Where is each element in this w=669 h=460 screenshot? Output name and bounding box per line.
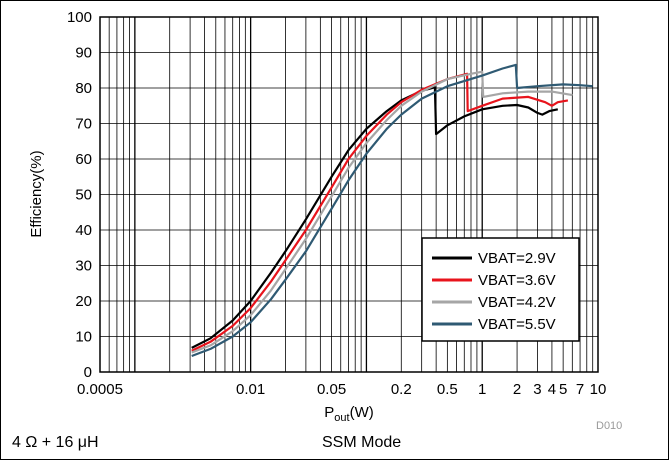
- y-tick-label: 0: [84, 364, 92, 381]
- x-tick-label: 3: [533, 381, 541, 398]
- legend-label: VBAT=3.6V: [478, 272, 556, 289]
- series-line-vbat-3-6v: [191, 72, 569, 352]
- legend: VBAT=2.9V VBAT=3.6V VBAT=4.2V VBAT=5.5V: [421, 237, 580, 342]
- y-tick-label: 70: [75, 116, 92, 133]
- x-tick-label: 10: [590, 381, 607, 398]
- series-lines: [191, 63, 593, 358]
- y-tick-label: 40: [75, 222, 92, 239]
- figure-id: D010: [596, 420, 622, 432]
- y-tick-labels: 0 10 20 30 40 50 60 70 80 90 100: [67, 9, 92, 381]
- y-tick-label: 90: [75, 45, 92, 62]
- y-tick-label: 60: [75, 151, 92, 168]
- y-tick-label: 20: [75, 293, 92, 310]
- x-tick-label: 0.5: [437, 381, 458, 398]
- legend-label: VBAT=5.5V: [478, 316, 556, 333]
- x-tick-label: 5: [559, 381, 567, 398]
- x-tick-label: 7: [576, 381, 584, 398]
- y-tick-label: 50: [75, 187, 92, 204]
- plot-border: [99, 16, 599, 373]
- x-axis-label: Pout(W): [324, 404, 373, 424]
- y-axis-label: Efficiency(%): [28, 150, 45, 237]
- x-axis-label-tail: (W): [350, 404, 374, 421]
- legend-label: VBAT=2.9V: [478, 250, 556, 267]
- x-tick-label: 2: [513, 381, 521, 398]
- y-tick-label: 30: [75, 258, 92, 275]
- x-tick-label: 4: [548, 381, 556, 398]
- x-axis-label-base: P: [324, 404, 334, 421]
- series-line-vbat-5-5v: [191, 63, 593, 358]
- x-tick-label: 0.01: [236, 381, 265, 398]
- x-tick-label: 0.05: [317, 381, 346, 398]
- x-tick-labels: 0.0005 0.01 0.05 0.2 0.5 1 2 3 4 5 7 10: [77, 381, 606, 398]
- y-tick-label: 100: [67, 9, 92, 26]
- x-axis-label-sub: out: [334, 412, 349, 424]
- x-tick-label: 0.2: [391, 381, 412, 398]
- x-tick-label: 0.0005: [77, 381, 123, 398]
- circuit-note: 4 Ω + 16 μH: [12, 434, 99, 451]
- y-tick-label: 10: [75, 329, 92, 346]
- legend-label: VBAT=4.2V: [478, 294, 556, 311]
- x-tick-label: 1: [478, 381, 486, 398]
- mode-note: SSM Mode: [322, 434, 402, 451]
- y-tick-label: 80: [75, 80, 92, 97]
- series-line-vbat-4-2v: [191, 70, 573, 354]
